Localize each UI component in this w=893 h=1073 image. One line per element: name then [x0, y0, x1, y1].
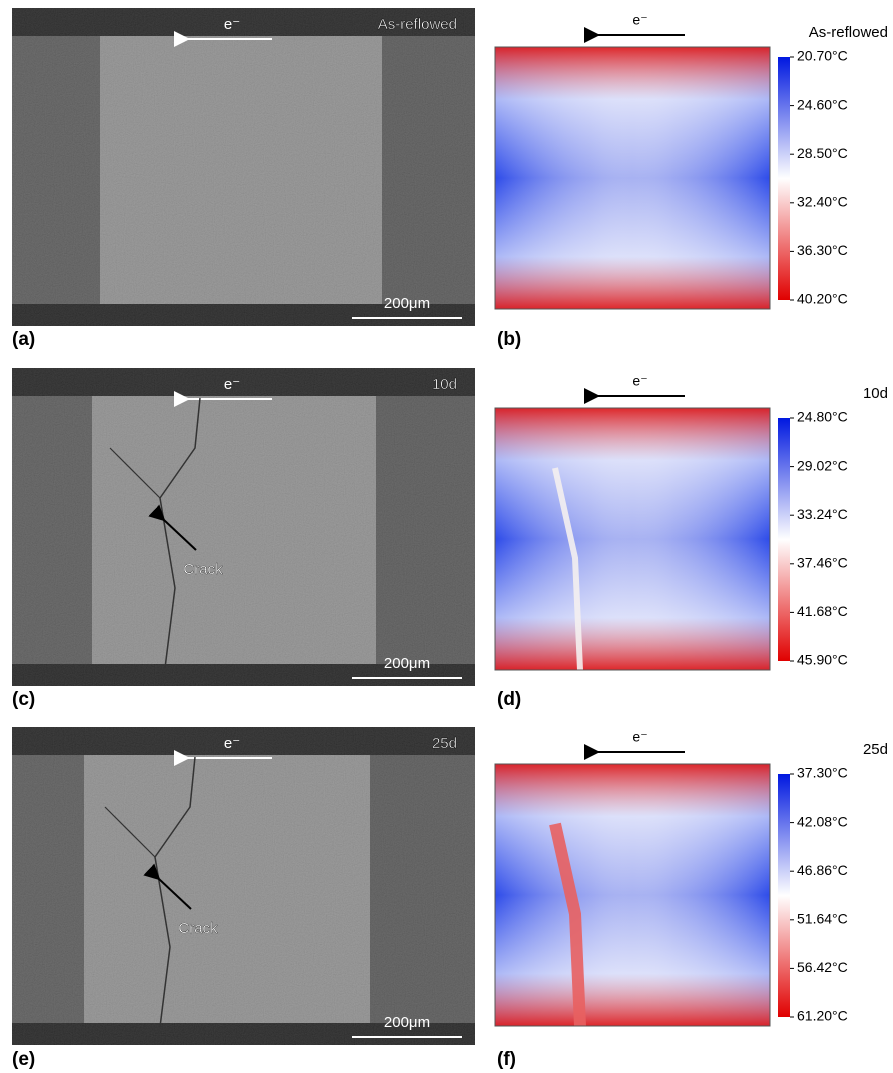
colorbar-tick-label: 24.60°C — [797, 96, 848, 112]
crack — [104, 806, 156, 858]
colorbar-tick-label: 36.30°C — [797, 242, 848, 258]
colorbar — [778, 418, 790, 661]
map-frame — [494, 407, 771, 671]
map-top-bottom-red — [495, 764, 770, 1026]
colorbar-tick-label: 33.24°C — [797, 506, 848, 522]
panel-label: (f) — [497, 1049, 516, 1070]
colorbar-tick-label: 32.40°C — [797, 194, 848, 210]
map-top-bottom-red — [495, 47, 770, 309]
map-frame — [494, 46, 771, 310]
colorbar — [778, 57, 790, 300]
electron-direction: e⁻ — [632, 729, 647, 745]
electron-direction: e⁻ — [224, 376, 240, 393]
map-crack-hot — [549, 822, 586, 1027]
sem-noise — [12, 727, 475, 1045]
colorbar-tick-label: 40.20°C — [797, 291, 848, 307]
crack-label: Crack — [178, 920, 218, 937]
colorbar-tick-label: 51.64°C — [797, 911, 848, 927]
colorbar-tick-label: 45.90°C — [797, 652, 848, 668]
sem-noise — [12, 368, 475, 686]
arrow — [143, 863, 192, 910]
sem-noise — [12, 8, 475, 326]
condition-label: 25d — [863, 741, 888, 758]
condition-label: As-reflowed — [809, 24, 888, 41]
arrow — [148, 504, 197, 551]
colorbar-tick-label: 56.42°C — [797, 959, 848, 975]
colorbar-tick-label: 24.80°C — [797, 409, 848, 425]
condition-label: As-reflowed — [378, 16, 457, 33]
electron-direction: e⁻ — [632, 373, 647, 389]
colorbar-tick-label: 37.30°C — [797, 765, 848, 781]
panel-label: (d) — [497, 689, 521, 710]
panel-label: (a) — [12, 329, 35, 350]
panel-label: (b) — [497, 329, 521, 350]
map-crack-hot — [552, 467, 583, 671]
condition-label: 10d — [863, 385, 888, 402]
colorbar-tick-label: 28.50°C — [797, 145, 848, 161]
scale-bar-label: 200μm — [384, 1014, 430, 1031]
crack-label: Crack — [183, 561, 223, 578]
condition-label: 10d — [432, 376, 457, 393]
colorbar-tick-label: 41.68°C — [797, 603, 848, 619]
colorbar — [778, 774, 790, 1017]
electron-direction: e⁻ — [224, 735, 240, 752]
crack — [109, 447, 161, 499]
map-frame — [494, 763, 771, 1027]
colorbar-tick-label: 46.86°C — [797, 862, 848, 878]
panel-label: (c) — [12, 689, 35, 710]
electron-direction: e⁻ — [632, 12, 647, 28]
colorbar-tick-label: 37.46°C — [797, 555, 848, 571]
colorbar-tick-label: 61.20°C — [797, 1008, 848, 1024]
scale-bar-label: 200μm — [384, 295, 430, 312]
map-top-bottom-red — [495, 408, 770, 670]
electron-direction: e⁻ — [224, 16, 240, 33]
scale-bar-label: 200μm — [384, 655, 430, 672]
colorbar-tick-label: 42.08°C — [797, 813, 848, 829]
colorbar-tick-label: 29.02°C — [797, 457, 848, 473]
colorbar-tick-label: 20.70°C — [797, 48, 848, 64]
panel-label: (e) — [12, 1049, 35, 1070]
condition-label: 25d — [432, 735, 457, 752]
